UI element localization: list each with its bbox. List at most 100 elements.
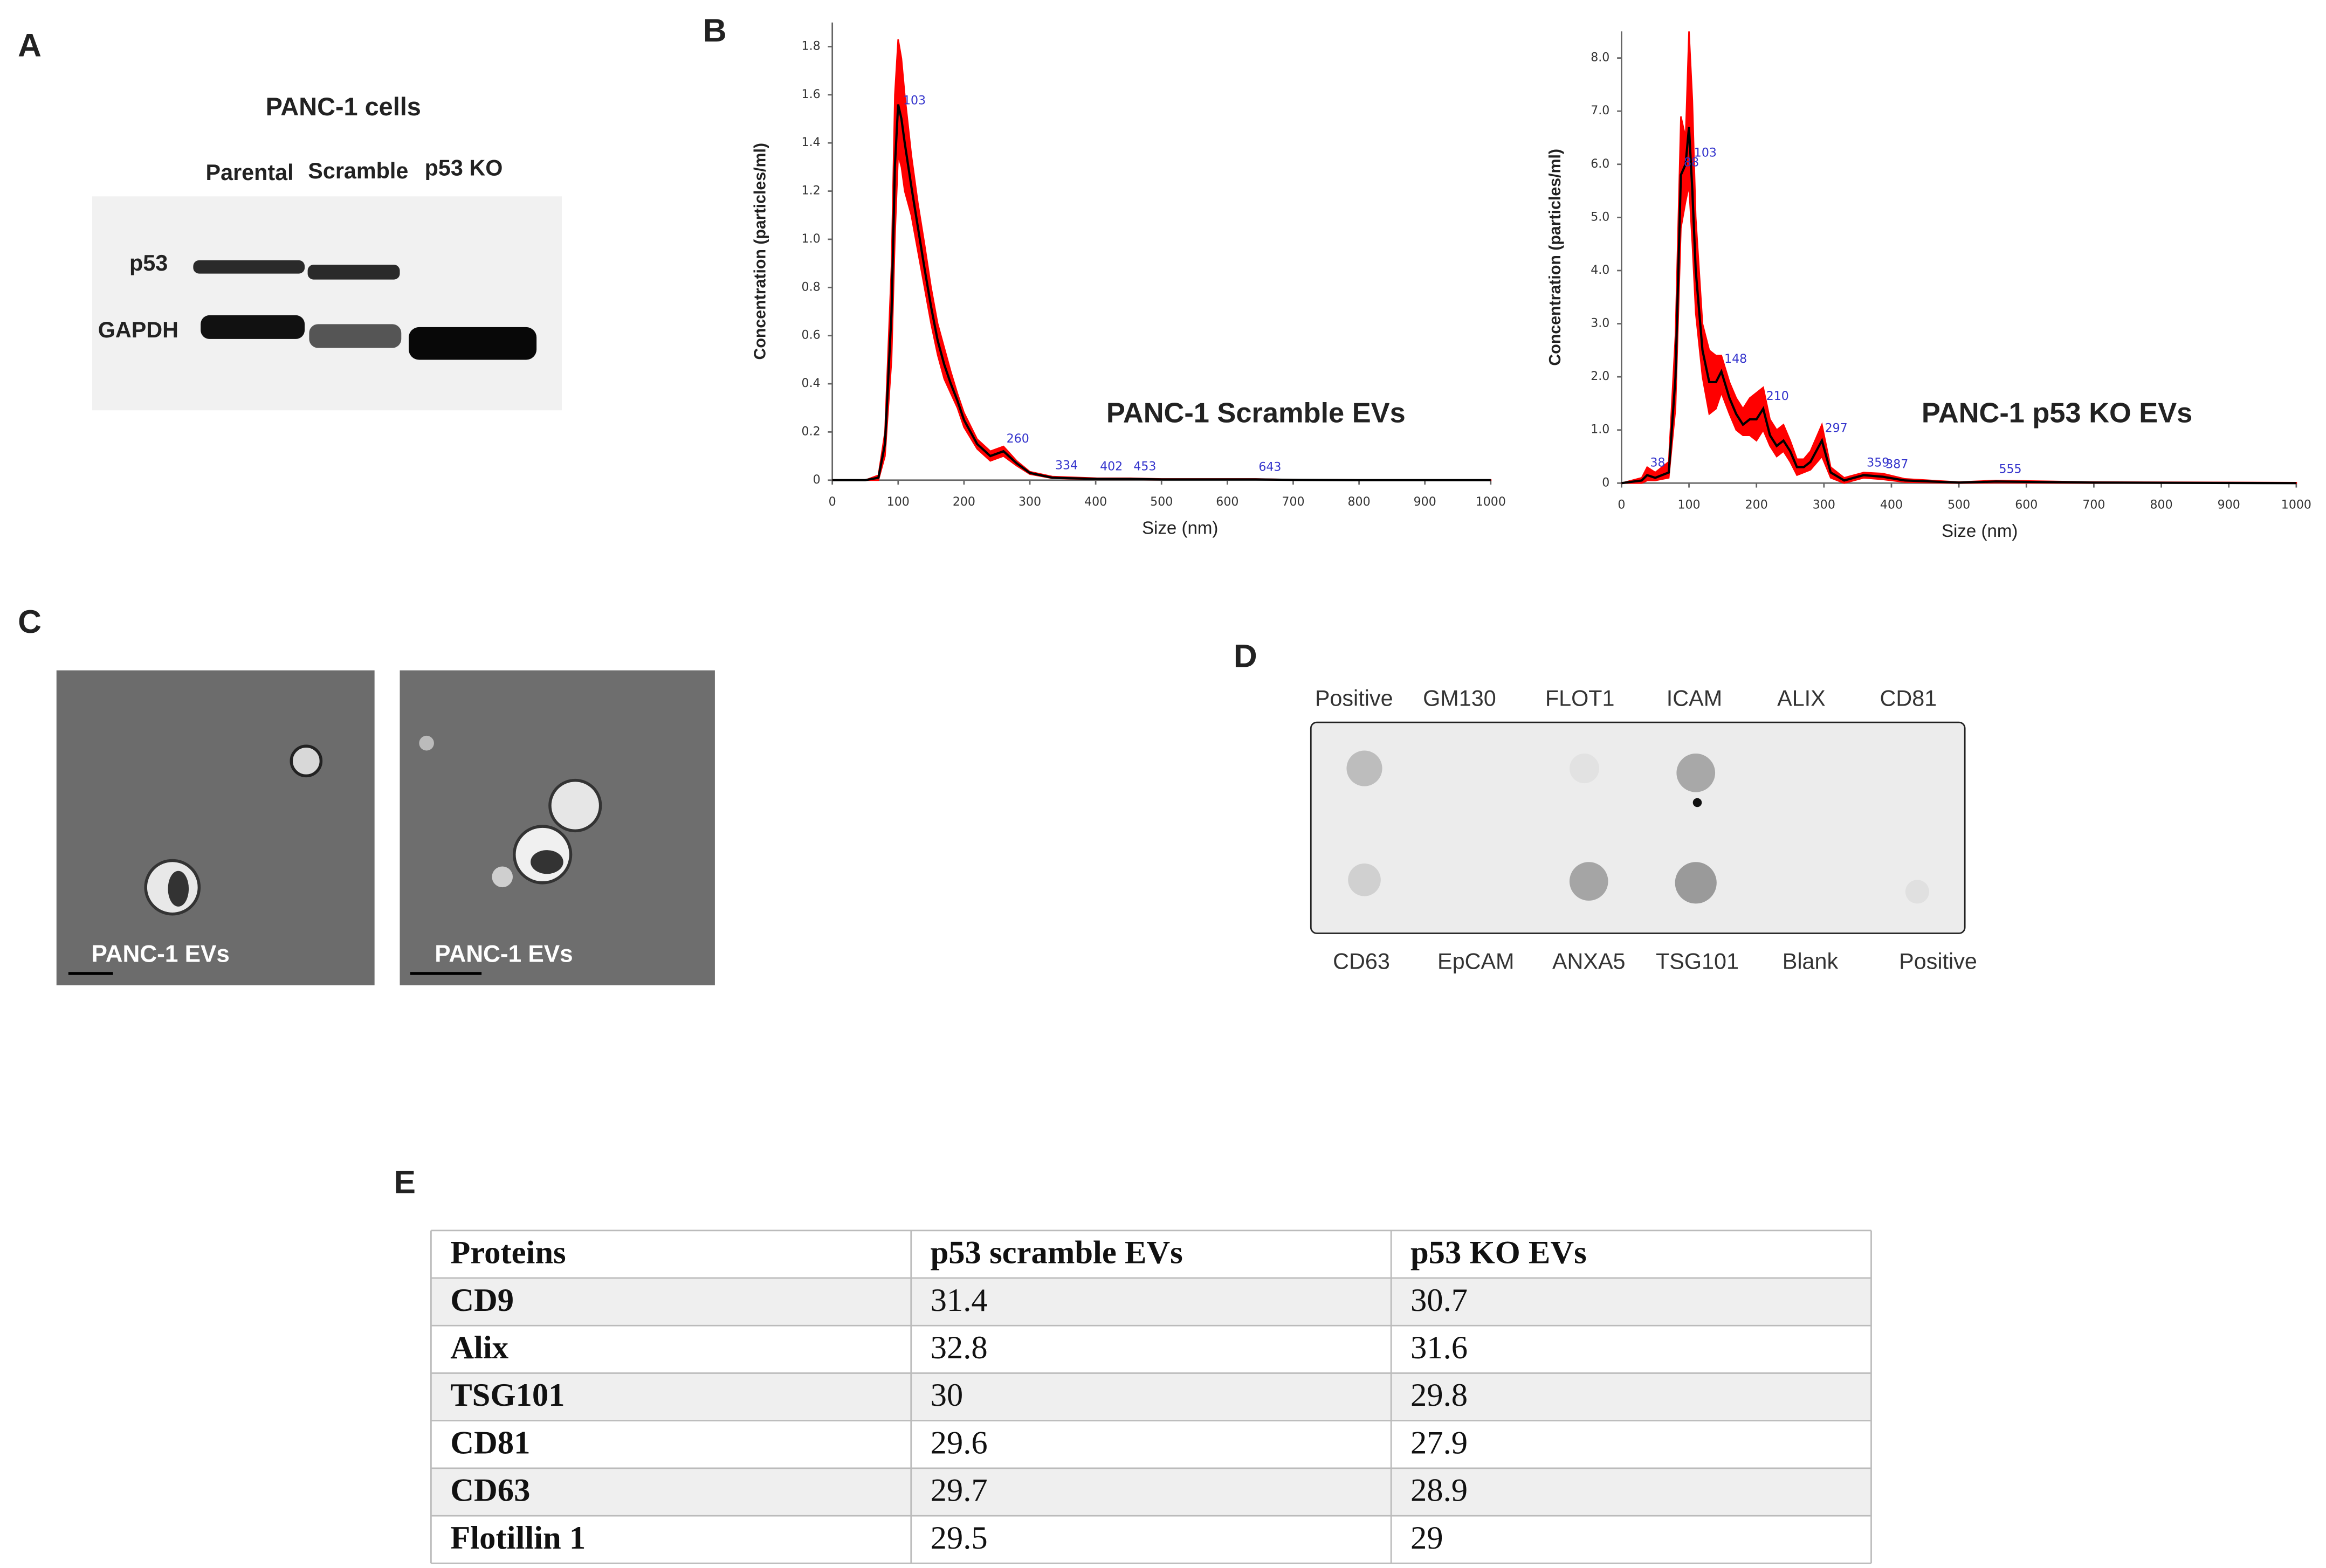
x-tick-label: 100 xyxy=(1677,499,1700,512)
y-tick-label: 7.0 xyxy=(1591,104,1609,118)
tem-image xyxy=(400,670,715,986)
dot-label: ANXA5 xyxy=(1552,949,1626,974)
dot xyxy=(1569,862,1608,901)
row-label: p53 xyxy=(129,251,168,275)
vesicle xyxy=(290,744,323,778)
chart-title: PANC-1 Scramble EVs xyxy=(1106,397,1406,429)
lane-label: Parental xyxy=(206,160,294,185)
y-tick-label: 0.6 xyxy=(802,329,821,342)
table-header: p53 scramble EVs xyxy=(931,1235,1183,1271)
x-axis-label: Size (nm) xyxy=(1942,521,2018,541)
table-cell: 32.8 xyxy=(931,1330,988,1366)
x-tick-label: 0 xyxy=(829,495,836,509)
tem-label: PANC-1 EVs xyxy=(91,941,229,968)
dot-label: ICAM xyxy=(1667,686,1722,711)
blot-band xyxy=(409,327,537,360)
panel-label: E xyxy=(394,1163,415,1200)
x-tick-label: 300 xyxy=(1813,499,1835,512)
table-cell: 29.8 xyxy=(1410,1377,1468,1413)
table-cell: 29.6 xyxy=(931,1425,988,1461)
x-tick-label: 200 xyxy=(1745,499,1768,512)
blot-band xyxy=(193,260,305,274)
table-cell: 31.6 xyxy=(1410,1330,1468,1366)
blot-band xyxy=(201,315,305,339)
western-blot: PANC-1 cells Parental Scramble p53 KO p5… xyxy=(92,93,562,411)
peak-label: 210 xyxy=(1766,390,1789,403)
x-tick-label: 400 xyxy=(1084,495,1107,509)
x-tick-label: 300 xyxy=(1019,495,1041,509)
panel-label: D xyxy=(1234,638,1257,674)
blot-title: PANC-1 cells xyxy=(266,93,421,121)
y-axis-label: Concentration (particles/ml) xyxy=(751,143,769,360)
table-cell: 28.9 xyxy=(1410,1473,1468,1509)
peak-label: 402 xyxy=(1100,460,1123,473)
x-tick-label: 600 xyxy=(2015,499,2038,512)
peak-label: 88 xyxy=(1684,156,1699,169)
dot xyxy=(1569,753,1600,784)
speck xyxy=(1692,798,1702,807)
y-tick-label: 5.0 xyxy=(1591,210,1609,224)
dot-label: FLOT1 xyxy=(1545,686,1615,711)
dot-label: TSG101 xyxy=(1656,949,1739,974)
peak-label: 334 xyxy=(1055,459,1078,472)
table-cell: CD63 xyxy=(450,1473,530,1509)
dot-label: GM130 xyxy=(1423,686,1496,711)
dot-label: CD81 xyxy=(1880,686,1937,711)
line xyxy=(832,104,1491,481)
x-tick-label: 1000 xyxy=(2281,499,2311,512)
table-cell: 29.7 xyxy=(931,1473,988,1509)
dot-label: Blank xyxy=(1783,949,1839,974)
chart-title: PANC-1 p53 KO EVs xyxy=(1922,397,2192,429)
dot xyxy=(1348,863,1381,896)
y-tick-label: 0 xyxy=(813,473,821,487)
vesicle xyxy=(548,778,602,833)
blot-band xyxy=(309,324,402,348)
vesicle-core xyxy=(531,850,563,874)
y-tick-label: 1.4 xyxy=(802,136,821,149)
x-tick-label: 900 xyxy=(1414,495,1436,509)
table: Proteins p53 scramble EVs p53 KO EVs CD9 31.… xyxy=(430,1229,1872,1564)
peak-label: 103 xyxy=(1694,147,1717,160)
y-tick-label: 2.0 xyxy=(1591,370,1609,383)
dot xyxy=(1346,750,1382,786)
table-cell: CD81 xyxy=(450,1425,530,1461)
x-tick-label: 900 xyxy=(2218,499,2240,512)
vesicle xyxy=(419,735,434,751)
vesicle xyxy=(492,866,513,888)
y-tick-label: 0 xyxy=(1602,476,1609,489)
blot-membrane xyxy=(1310,721,1966,934)
peak-label: 38 xyxy=(1650,456,1665,469)
peak-label: 359 xyxy=(1867,456,1889,469)
x-tick-label: 0 xyxy=(1618,499,1625,512)
y-tick-label: 6.0 xyxy=(1591,157,1609,171)
y-tick-label: 1.0 xyxy=(802,232,821,246)
y-axis-label: Concentration (particles/ml) xyxy=(1546,149,1564,366)
dot-label: EpCAM xyxy=(1437,949,1514,974)
y-tick-label: 1.0 xyxy=(1591,423,1609,437)
tem-images: PANC-1 EVs PANC-1 EVs xyxy=(56,670,715,986)
panel-label: B xyxy=(703,12,727,49)
table-cell: 27.9 xyxy=(1410,1425,1468,1461)
y-tick-label: 8.0 xyxy=(1591,51,1609,65)
table-cell: 29.5 xyxy=(931,1520,988,1556)
y-tick-label: 3.0 xyxy=(1591,317,1609,330)
table-cell: TSG101 xyxy=(450,1377,565,1413)
table-cell: CD9 xyxy=(450,1282,514,1318)
x-tick-label: 500 xyxy=(1947,499,1970,512)
y-tick-label: 1.8 xyxy=(802,39,821,53)
table-header: p53 KO EVs xyxy=(1410,1235,1587,1271)
table-cell: 29 xyxy=(1410,1520,1443,1556)
vesicle-core xyxy=(168,871,189,907)
table-cell: 30 xyxy=(931,1377,964,1413)
row-shade xyxy=(431,1373,1871,1421)
blot-membrane xyxy=(92,196,562,411)
x-tick-label: 800 xyxy=(1348,495,1371,509)
table-cell: Alix xyxy=(450,1330,508,1366)
y-tick-label: 0.4 xyxy=(802,377,821,390)
dot-label: CD63 xyxy=(1333,949,1390,974)
table-header: Proteins xyxy=(450,1235,566,1271)
x-tick-label: 200 xyxy=(953,495,975,509)
lane-label: Scramble xyxy=(308,158,408,183)
